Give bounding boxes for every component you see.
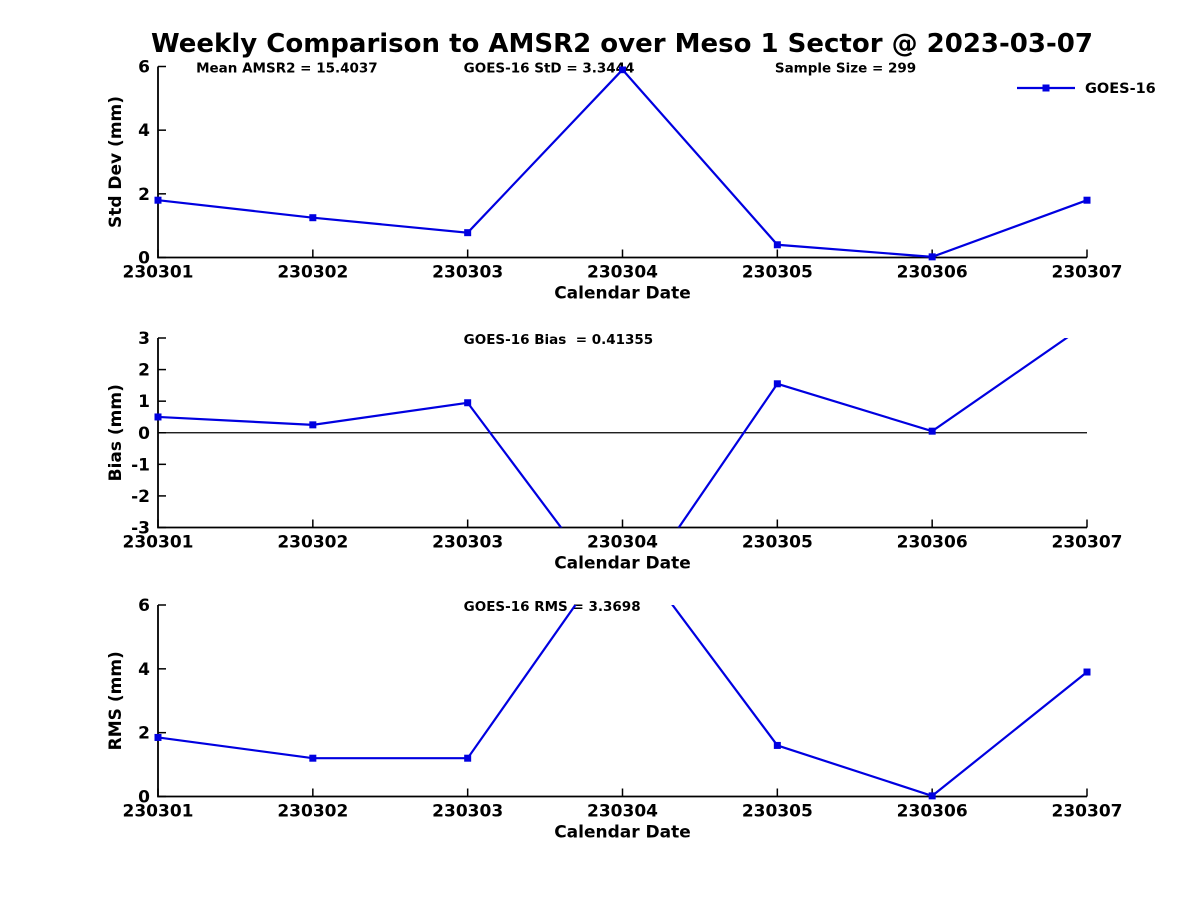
data-point-marker [309, 214, 317, 222]
annotation: Sample Size = 299 [775, 61, 916, 77]
x-tick-label: 230305 [742, 802, 813, 822]
data-point-marker [464, 399, 472, 407]
x-axis-label: Calendar Date [554, 823, 691, 843]
x-tick-label: 230306 [897, 802, 968, 822]
y-axis-label: Std Dev (mm) [106, 96, 126, 228]
y-tick-label: -2 [131, 487, 150, 507]
data-point-marker [154, 733, 162, 741]
series-line [157, 605, 1088, 798]
figure-title: Weekly Comparison to AMSR2 over Meso 1 S… [151, 29, 1093, 59]
x-tick-label: 230303 [432, 533, 503, 553]
x-tick-label: 230302 [277, 802, 348, 822]
y-axis-label: Bias (mm) [106, 384, 126, 481]
y-axis-label: RMS (mm) [106, 651, 126, 750]
x-tick-label: 230303 [432, 802, 503, 822]
x-axis-label: Calendar Date [554, 284, 691, 304]
data-point-marker [154, 413, 162, 421]
y-tick-label: -3 [131, 519, 150, 539]
data-point-marker [464, 754, 472, 762]
x-tick-label: 230303 [432, 263, 503, 283]
annotation: GOES-16 Bias = 0.41355 [464, 332, 654, 348]
axis-spines [157, 66, 1087, 259]
legend: GOES-16 [1017, 81, 1156, 97]
series-group [154, 605, 1091, 800]
series-line [157, 68, 1088, 258]
y-tick-label: 4 [138, 121, 150, 141]
x-axis-label: Calendar Date [554, 554, 691, 574]
y-tick-label: 2 [138, 185, 150, 205]
x-tick-label: 230307 [1052, 263, 1123, 283]
subplot-2: -3 -2 -1 0 1 2 3 230301 230302 230303 230304 230305… [106, 320, 1123, 574]
y-tick-label: 0 [138, 424, 150, 444]
axis-spines [157, 605, 1087, 798]
data-point-marker [1083, 196, 1091, 204]
x-tick-label: 230305 [742, 263, 813, 283]
data-point-marker [773, 241, 781, 249]
y-tick-label: 1 [138, 392, 150, 412]
data-point-marker [154, 196, 162, 204]
x-tick-label: 230306 [897, 263, 968, 283]
x-tick-label: 230302 [277, 533, 348, 553]
data-point-marker [309, 754, 317, 762]
series-group [154, 66, 1091, 261]
y-tick-label: -1 [131, 455, 150, 475]
y-tick-label: 0 [138, 249, 150, 269]
x-tick-label: 230302 [277, 263, 348, 283]
y-tick-label: 6 [138, 58, 150, 78]
subplot-1: 0 2 4 6 230301 230302 230303 230304 230305 230306… [106, 58, 1122, 304]
y-tick-label: 6 [138, 596, 150, 616]
series-group [154, 320, 1091, 528]
y-tick-label: 3 [138, 329, 150, 349]
legend-marker [1042, 84, 1050, 92]
x-tick-label: 230305 [742, 533, 813, 553]
y-tick-label: 4 [138, 660, 150, 680]
data-point-marker [928, 792, 936, 800]
data-point-marker [464, 229, 472, 237]
y-tick-label: 2 [138, 724, 150, 744]
x-tick-label: 230301 [123, 263, 194, 283]
y-tick-label: 0 [138, 788, 150, 808]
data-point-marker [1083, 668, 1091, 676]
annotation: GOES-16 StD = 3.3444 [464, 61, 635, 77]
y-tick-label: 2 [138, 361, 150, 381]
annotation: GOES-16 RMS = 3.3698 [464, 599, 641, 615]
data-point-marker [619, 66, 626, 74]
annotation: Mean AMSR2 = 15.4037 [196, 61, 378, 77]
x-tick-label: 230307 [1052, 802, 1123, 822]
data-point-marker [928, 427, 936, 435]
x-tick-label: 230301 [123, 802, 194, 822]
data-point-marker [773, 380, 781, 388]
x-tick-label: 230306 [897, 533, 968, 553]
x-tick-label: 230301 [123, 533, 194, 553]
x-tick-label: 230304 [587, 263, 658, 283]
x-tick-label: 230304 [587, 533, 658, 553]
data-point-marker [773, 741, 781, 749]
data-point-marker [928, 253, 936, 261]
legend-label: GOES-16 [1085, 81, 1156, 97]
subplot-3: 0 2 4 6 230301 230302 230303 230304 230305 230306… [106, 596, 1123, 843]
data-point-marker [1084, 320, 1091, 327]
data-point-marker [309, 421, 317, 429]
x-tick-label: 230307 [1052, 533, 1123, 553]
x-tick-label: 230304 [587, 802, 658, 822]
